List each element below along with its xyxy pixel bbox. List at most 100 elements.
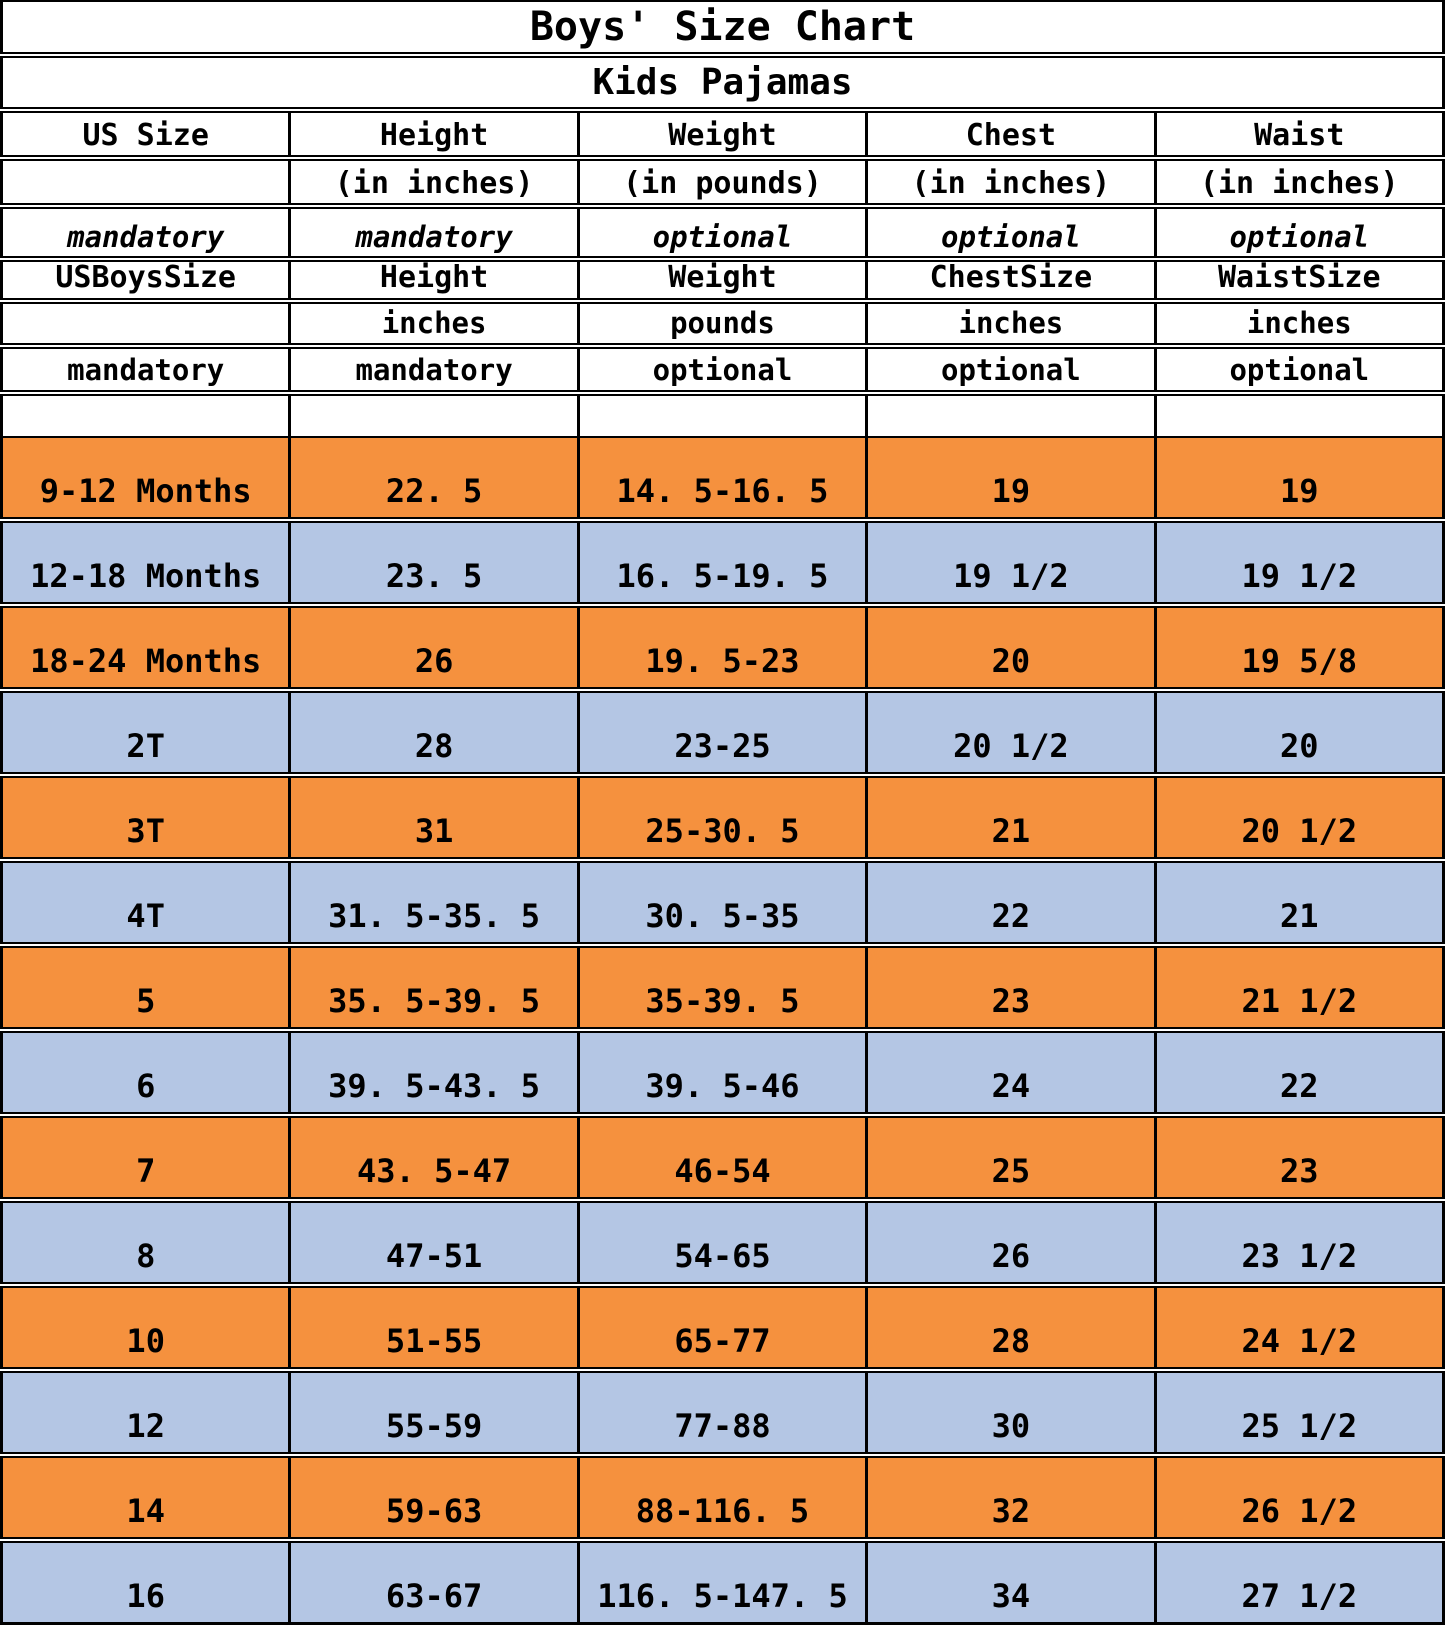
size-cell: 19: [865, 435, 1157, 520]
size-cell: 20: [1153, 686, 1445, 775]
table-row: 3T 31 25-30. 5 21 20 1/2: [0, 771, 1445, 860]
header-cell: USBoysSize: [0, 256, 292, 301]
header-cell: ChestSize: [865, 256, 1157, 301]
header-row-column-names: US Size Height Weight Chest Waist: [0, 107, 1445, 158]
table-row: 18-24 Months 26 19. 5-23 20 19 5/8: [0, 601, 1445, 690]
size-cell: 77-88: [576, 1366, 869, 1455]
size-cell: 30: [865, 1366, 1157, 1455]
size-cell: 23 1/2: [1153, 1196, 1445, 1285]
size-cell: 35-39. 5: [576, 941, 869, 1030]
header-cell: inches: [1153, 297, 1445, 346]
chart-subtitle: Kids Pajamas: [0, 52, 1445, 110]
size-cell: 24 1/2: [1153, 1281, 1445, 1370]
header-cell: optional: [576, 203, 869, 259]
header-cell: WaistSize: [1153, 256, 1445, 301]
header-row-units-parenthetical: (in inches) (in pounds) (in inches) (in inc…: [0, 155, 1445, 206]
header-cell: pounds: [576, 297, 869, 346]
size-cell: 46-54: [576, 1111, 869, 1200]
size-cell: 6: [0, 1026, 292, 1115]
size-cell: 20 1/2: [865, 686, 1157, 775]
header-cell: optional: [1153, 342, 1445, 393]
header-cell: mandatory: [0, 342, 292, 393]
size-cell: 116. 5-147. 5: [576, 1536, 869, 1623]
header-cell: (in inches): [1153, 155, 1445, 206]
size-cell: 23-25: [576, 686, 869, 775]
size-cell: 47-51: [288, 1196, 580, 1285]
table-row: 8 47-51 54-65 26 23 1/2: [0, 1196, 1445, 1285]
size-cell: 19: [1153, 435, 1445, 520]
size-cell: 21: [1153, 856, 1445, 945]
size-cell: 88-116. 5: [576, 1451, 869, 1540]
header-cell: Height: [288, 107, 580, 158]
size-cell: 51-55: [288, 1281, 580, 1370]
size-cell: 8: [0, 1196, 292, 1285]
size-cell: 34: [865, 1536, 1157, 1623]
header-cell: [1153, 389, 1445, 437]
size-cell: 23. 5: [288, 516, 580, 605]
header-cell: [0, 155, 292, 206]
size-cell: 7: [0, 1111, 292, 1200]
size-cell: 23: [1153, 1111, 1445, 1200]
size-cell: 43. 5-47: [288, 1111, 580, 1200]
size-cell: 26: [865, 1196, 1157, 1285]
size-cell: 55-59: [288, 1366, 580, 1455]
size-cell: 65-77: [576, 1281, 869, 1370]
subtitle-row: Kids Pajamas: [0, 52, 1445, 110]
size-cell: 28: [288, 686, 580, 775]
header-cell: (in inches): [288, 155, 580, 206]
size-cell: 2T: [0, 686, 292, 775]
size-cell: 22: [865, 856, 1157, 945]
header-cell: [288, 389, 580, 437]
table-row: 10 51-55 65-77 28 24 1/2: [0, 1281, 1445, 1370]
table-row: 16 63-67 116. 5-147. 5 34 27 1/2: [0, 1536, 1445, 1623]
size-cell: 25: [865, 1111, 1157, 1200]
size-cell: 19 5/8: [1153, 601, 1445, 690]
size-cell: 21 1/2: [1153, 941, 1445, 1030]
header-row-requirement-italic: mandatory mandatory optional optional option…: [0, 203, 1445, 259]
size-cell: 3T: [0, 771, 292, 860]
size-cell: 31: [288, 771, 580, 860]
size-cell: 35. 5-39. 5: [288, 941, 580, 1030]
header-row-column-names-alt: USBoysSize Height Weight ChestSize WaistSize: [0, 256, 1445, 301]
header-cell: mandatory: [0, 203, 292, 259]
size-cell: 16. 5-19. 5: [576, 516, 869, 605]
header-cell: optional: [576, 342, 869, 393]
header-cell: Height: [288, 256, 580, 301]
header-row-requirement: mandatory mandatory optional optional option…: [0, 342, 1445, 393]
size-cell: 63-67: [288, 1536, 580, 1623]
size-cell: 4T: [0, 856, 292, 945]
size-cell: 19 1/2: [865, 516, 1157, 605]
size-cell: 19 1/2: [1153, 516, 1445, 605]
table-row: 9-12 Months 22. 5 14. 5-16. 5 19 19: [0, 435, 1445, 520]
size-cell: 59-63: [288, 1451, 580, 1540]
header-row-spacer: [0, 389, 1445, 437]
header-cell: (in pounds): [576, 155, 869, 206]
size-cell: 14: [0, 1451, 292, 1540]
size-cell: 32: [865, 1451, 1157, 1540]
size-cell: 12: [0, 1366, 292, 1455]
header-cell: Chest: [865, 107, 1157, 158]
size-cell: 24: [865, 1026, 1157, 1115]
size-cell: 12-18 Months: [0, 516, 292, 605]
header-cell: mandatory: [288, 203, 580, 259]
size-cell: 26 1/2: [1153, 1451, 1445, 1540]
size-cell: 21: [865, 771, 1157, 860]
size-cell: 39. 5-46: [576, 1026, 869, 1115]
header-cell: inches: [865, 297, 1157, 346]
chart-title: Boys' Size Chart: [0, 1, 1445, 55]
header-cell: [865, 389, 1157, 437]
header-cell: inches: [288, 297, 580, 346]
header-cell: optional: [1153, 203, 1445, 259]
table-row: 7 43. 5-47 46-54 25 23: [0, 1111, 1445, 1200]
table-row: 2T 28 23-25 20 1/2 20: [0, 686, 1445, 775]
size-cell: 31. 5-35. 5: [288, 856, 580, 945]
size-cell: 54-65: [576, 1196, 869, 1285]
size-cell: 27 1/2: [1153, 1536, 1445, 1623]
header-cell: [0, 297, 292, 346]
size-cell: 25 1/2: [1153, 1366, 1445, 1455]
table-row: 12-18 Months 23. 5 16. 5-19. 5 19 1/2 19 1/2: [0, 516, 1445, 605]
size-cell: 16: [0, 1536, 292, 1623]
size-cell: 23: [865, 941, 1157, 1030]
